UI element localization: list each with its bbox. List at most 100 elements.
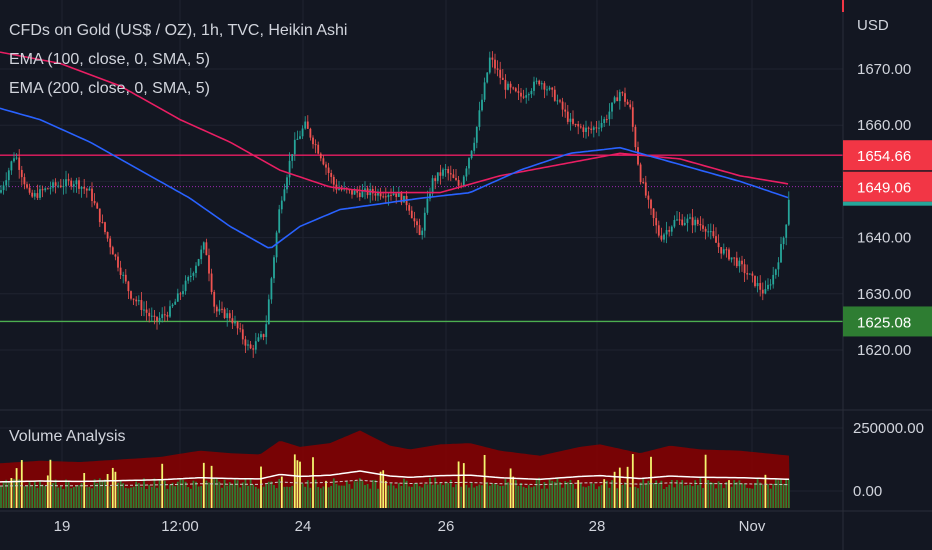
- volume-bar: [738, 480, 741, 508]
- volume-bar: [564, 481, 567, 508]
- volume-bar: [491, 483, 494, 508]
- candle-body: [754, 275, 756, 287]
- candle-body: [670, 226, 673, 232]
- volume-bar: [611, 480, 613, 508]
- candle-body: [696, 219, 699, 225]
- volume-tick-label: 250000.00: [853, 420, 924, 437]
- candle-body: [585, 127, 587, 132]
- candle-body: [158, 317, 161, 321]
- candle-body: [208, 255, 210, 274]
- candle-body: [280, 200, 283, 210]
- y-tick-label: 1670.00: [857, 61, 911, 78]
- candle-body: [67, 179, 70, 181]
- candle-body: [0, 190, 2, 193]
- candle-body: [608, 111, 611, 120]
- volume-bar: [410, 486, 413, 508]
- candle-body: [101, 222, 104, 224]
- volume-bar: [361, 481, 364, 508]
- volume-bar: [91, 488, 93, 508]
- price-axis[interactable]: USD 1670.001660.001650.001640.001630.001…: [857, 17, 911, 359]
- volume-bar: [270, 481, 273, 508]
- volume-bar: [202, 462, 205, 508]
- candle-body: [384, 196, 387, 198]
- candle-body: [247, 344, 249, 346]
- candle-body: [590, 128, 593, 130]
- volume-bar: [496, 484, 499, 508]
- candle-body: [423, 212, 426, 231]
- volume-bar: [283, 486, 286, 508]
- candle-body: [449, 173, 452, 175]
- candle-body: [769, 284, 772, 286]
- candle-body: [673, 220, 676, 227]
- volume-bar: [605, 480, 608, 508]
- volume-bar: [735, 482, 738, 508]
- candle-body: [205, 242, 208, 256]
- volume-bar: [634, 486, 637, 508]
- candle-body: [582, 127, 585, 132]
- volume-bar: [93, 479, 96, 508]
- candle-body: [140, 300, 143, 311]
- volume-tick-label: 0.00: [853, 483, 882, 500]
- candle-body: [218, 308, 221, 312]
- volume-bar: [137, 483, 140, 508]
- candle-body: [111, 247, 114, 255]
- volume-bar: [585, 487, 587, 508]
- volume-bar: [600, 485, 603, 508]
- volume-axis[interactable]: 250000.00 0.00: [853, 420, 924, 500]
- volume-bar: [696, 485, 699, 508]
- volume-bar: [44, 485, 47, 508]
- candle-body: [31, 192, 34, 197]
- candle-body: [283, 189, 286, 201]
- candle-body: [171, 304, 174, 307]
- candle-body: [39, 189, 41, 198]
- volume-bar: [577, 480, 580, 508]
- currency-label: USD: [857, 17, 889, 34]
- candle-body: [288, 160, 291, 178]
- time-axis[interactable]: 19 12:00 24 26 28 Nov: [54, 518, 766, 535]
- volume-bar: [494, 483, 496, 508]
- volume-bar: [756, 479, 759, 508]
- volume-bar: [156, 487, 158, 508]
- candle-body: [561, 101, 564, 110]
- candle-body: [416, 221, 418, 226]
- volume-bar: [507, 482, 509, 508]
- volume-bar: [223, 479, 226, 508]
- candle-body: [468, 158, 470, 169]
- volume-bar: [535, 478, 538, 508]
- volume-bar: [59, 486, 62, 508]
- candle-body: [478, 110, 481, 127]
- candle-body: [712, 231, 715, 237]
- candle-body: [377, 191, 379, 196]
- candle-body: [75, 180, 78, 185]
- candle-body: [733, 257, 736, 259]
- candle-body: [587, 127, 590, 129]
- candle-body: [774, 269, 777, 275]
- volume-bar: [525, 487, 528, 508]
- volume-bar: [312, 457, 314, 508]
- volume-bar: [403, 478, 405, 508]
- volume-bar: [421, 487, 424, 508]
- candle-body: [444, 169, 447, 171]
- volume-bar: [127, 488, 130, 508]
- volume-bar: [182, 479, 184, 508]
- candle-body: [392, 193, 395, 195]
- volume-bar: [392, 485, 395, 508]
- volume-bar: [691, 486, 694, 508]
- candle-body: [403, 195, 405, 203]
- y-tick-label: 1630.00: [857, 286, 911, 303]
- volume-bar: [135, 481, 138, 508]
- volume-bar: [650, 456, 652, 508]
- candle-body: [117, 256, 119, 268]
- volume-bar: [192, 480, 195, 508]
- volume-bar: [366, 483, 369, 508]
- volume-bar: [631, 454, 634, 508]
- candle-body: [639, 164, 642, 183]
- candle-body: [613, 97, 616, 103]
- volume-bar: [384, 480, 387, 508]
- candle-body: [756, 283, 759, 287]
- volume-bar: [28, 480, 31, 508]
- volume-bar: [31, 486, 34, 508]
- candle-body: [239, 328, 242, 330]
- volume-bar: [41, 484, 44, 508]
